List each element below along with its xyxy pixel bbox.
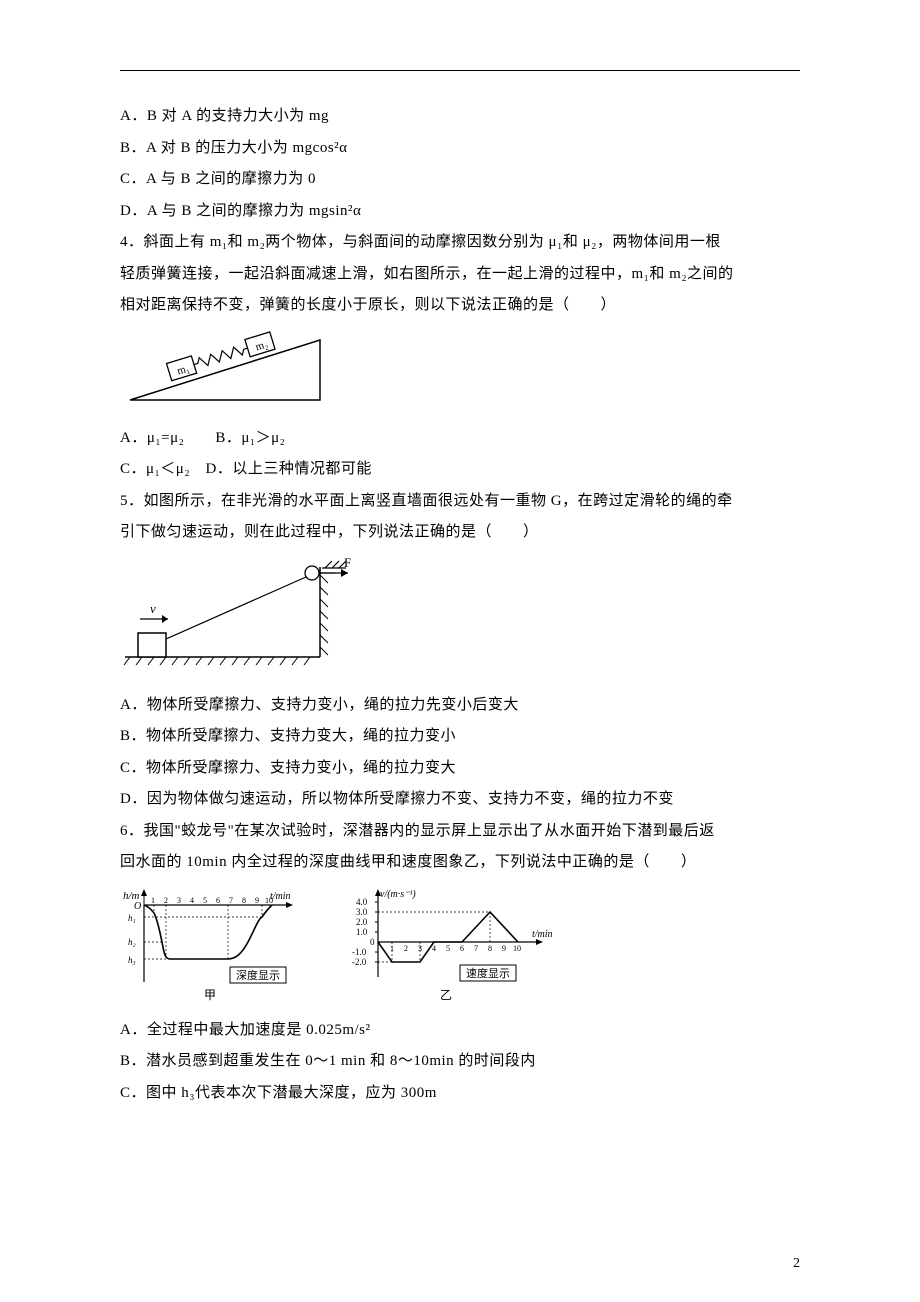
page: A．B 对 A 的支持力大小为 mg B．A 对 B 的压力大小为 mgcos²… <box>0 0 920 1302</box>
q4-option-CD: C．μ₁＜μ₂ D．以上三种情况都可能 <box>120 454 800 486</box>
pulley-diagram: v F <box>120 557 360 677</box>
q6-option-B: B．潜水员感到超重发生在 0～1 min 和 8～10min 的时间段内 <box>120 1046 800 1078</box>
vxt8: 9 <box>502 944 506 953</box>
vxt4: 5 <box>446 944 450 953</box>
vytn1: -1.0 <box>352 947 367 957</box>
q5-figure: v F <box>120 557 800 682</box>
q6-option-A: A．全过程中最大加速度是 0.025m/s² <box>120 1015 800 1047</box>
q4-stem-line1: 4．斜面上有 m₁和 m₂两个物体，与斜面间的动摩擦因数分别为 μ₁和 μ₂，两… <box>120 227 800 259</box>
depth-x-label: t/min <box>270 891 291 902</box>
vxt7: 8 <box>488 944 492 953</box>
yt-h1: h₁ <box>128 913 136 923</box>
q6-stem-line2: 回水面的 10min 内全过程的深度曲线甲和速度图象乙，下列说法中正确的是（ ） <box>120 847 800 879</box>
velocity-chart: v/(m·s⁻¹) t/min 1.0 2.0 3.0 4.0 0 -1.0 -… <box>340 887 560 1007</box>
yt-h3: h₃ <box>128 955 136 965</box>
depth-box: 深度显示 <box>236 968 280 982</box>
xt9: 10 <box>265 896 273 905</box>
depth-chart: h/m t/min O 1 2 3 4 5 6 7 8 9 10 h₁ h₂ h… <box>120 887 320 1007</box>
q5-stem-line2: 引下做匀速运动，则在此过程中，下列说法正确的是（ ） <box>120 517 800 549</box>
q6-figure: h/m t/min O 1 2 3 4 5 6 7 8 9 10 h₁ h₂ h… <box>120 887 800 1007</box>
vel-box: 速度显示 <box>466 966 510 980</box>
q4-figure: m₁ m₂ <box>120 330 800 415</box>
vxt1: 2 <box>404 944 408 953</box>
q6-stem-line1: 6．我国"蛟龙号"在某次试验时，深潜器内的显示屏上显示出了从水面开始下潜到最后返 <box>120 816 800 848</box>
label-F: F <box>344 557 351 570</box>
xt2: 3 <box>177 896 181 905</box>
page-number: 2 <box>793 1256 800 1272</box>
xt1: 2 <box>164 896 168 905</box>
xt8: 9 <box>255 896 259 905</box>
q5-option-A: A．物体所受摩擦力、支持力变小，绳的拉力先变小后变大 <box>120 690 800 722</box>
q3-option-D: D．A 与 B 之间的摩擦力为 mgsin²α <box>120 196 800 228</box>
vyt4: 4.0 <box>356 897 368 907</box>
header-rule <box>120 70 800 71</box>
vytn2: -2.0 <box>352 957 367 967</box>
q5-option-C: C．物体所受摩擦力、支持力变小，绳的拉力变大 <box>120 753 800 785</box>
yt-h2: h₂ <box>128 937 136 947</box>
vxt9: 10 <box>513 944 521 953</box>
vel-y-label: v/(m·s⁻¹) <box>380 889 416 900</box>
vyt3: 3.0 <box>356 907 368 917</box>
vyt0: 0 <box>370 937 375 947</box>
vxt6: 7 <box>474 944 478 953</box>
xt7: 8 <box>242 896 246 905</box>
q4-option-AB: A．μ₁=μ₂ B．μ₁＞μ₂ <box>120 423 800 455</box>
q5-option-D: D．因为物体做匀速运动，所以物体所受摩擦力不变、支持力不变，绳的拉力不变 <box>120 784 800 816</box>
incline-spring-diagram: m₁ m₂ <box>120 330 330 410</box>
q5-option-B: B．物体所受摩擦力、支持力变大，绳的拉力变小 <box>120 721 800 753</box>
q3-option-A: A．B 对 A 的支持力大小为 mg <box>120 101 800 133</box>
xt3: 4 <box>190 896 194 905</box>
vel-caption: 乙 <box>440 988 452 1002</box>
xt0: 1 <box>151 896 155 905</box>
q6-option-C: C．图中 h₃代表本次下潜最大深度，应为 300m <box>120 1078 800 1110</box>
vel-x-label: t/min <box>532 929 553 940</box>
vxt5: 6 <box>460 944 464 953</box>
label-v: v <box>150 601 156 616</box>
xt5: 6 <box>216 896 220 905</box>
q4-stem-line2: 轻质弹簧连接，一起沿斜面减速上滑，如右图所示，在一起上滑的过程中，m₁和 m₂之… <box>120 259 800 291</box>
xt6: 7 <box>229 896 233 905</box>
q3-option-B: B．A 对 B 的压力大小为 mgcos²α <box>120 133 800 165</box>
xt4: 5 <box>203 896 207 905</box>
depth-origin: O <box>134 901 141 912</box>
vyt2: 2.0 <box>356 917 368 927</box>
q3-option-C: C．A 与 B 之间的摩擦力为 0 <box>120 164 800 196</box>
vyt1: 1.0 <box>356 927 368 937</box>
q5-stem-line1: 5．如图所示，在非光滑的水平面上离竖直墙面很远处有一重物 G，在跨过定滑轮的绳的… <box>120 486 800 518</box>
depth-caption: 甲 <box>204 988 216 1002</box>
q4-stem-line3: 相对距离保持不变，弹簧的长度小于原长，则以下说法正确的是（ ） <box>120 290 800 322</box>
